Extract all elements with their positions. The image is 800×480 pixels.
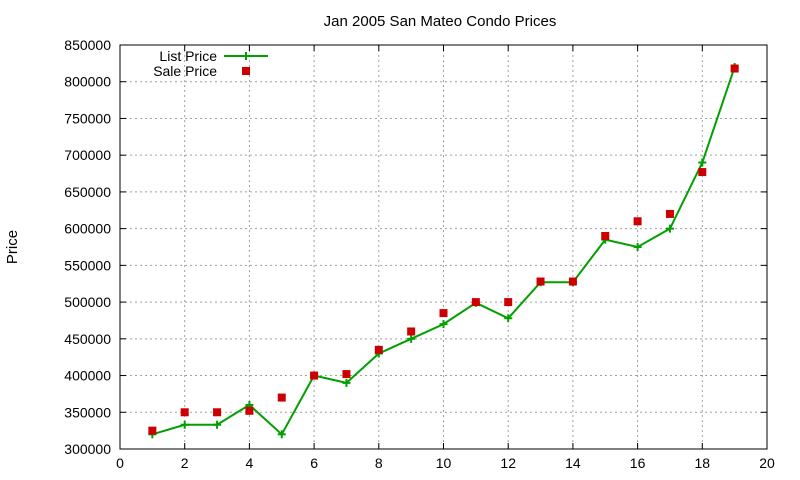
- sale-price-point: [471, 298, 480, 307]
- sale-price-point: [504, 298, 513, 307]
- series-1: [148, 64, 739, 435]
- x-tick-label: 12: [500, 455, 516, 471]
- x-tick-label: 18: [695, 455, 711, 471]
- sale-price-point: [407, 327, 416, 336]
- sale-price-point: [665, 209, 674, 218]
- sale-price-point: [439, 309, 448, 318]
- sale-price-point: [568, 277, 577, 286]
- y-tick-label: 500000: [64, 294, 111, 310]
- list-price-point: [407, 334, 416, 343]
- list-price-point: [180, 420, 189, 429]
- x-tick-label: 14: [565, 455, 581, 471]
- sale-price-point: [342, 370, 351, 379]
- sale-price-point: [730, 64, 739, 73]
- y-tick-label: 850000: [64, 37, 111, 53]
- sale-price-point: [633, 217, 642, 226]
- y-tick-label: 300000: [64, 441, 111, 457]
- sale-price-point: [245, 406, 254, 415]
- chart-title: Jan 2005 San Mateo Condo Prices: [324, 13, 557, 30]
- list-price-point: [342, 378, 351, 387]
- x-tick-label: 2: [181, 455, 189, 471]
- sale-price-point: [601, 231, 610, 240]
- series: [148, 63, 739, 439]
- x-tick-label: 6: [310, 455, 318, 471]
- list-price-point: [439, 320, 448, 329]
- list-price-point: [698, 158, 707, 167]
- sale-price-point: [310, 371, 319, 380]
- sale-price-point: [180, 408, 189, 417]
- list-price-point: [665, 224, 674, 233]
- list-price-point: [504, 314, 513, 323]
- y-tick-label: 700000: [64, 147, 111, 163]
- grid: [120, 45, 767, 449]
- x-tick-label: 10: [436, 455, 452, 471]
- x-tick-label: 20: [759, 455, 775, 471]
- x-tick-label: 4: [246, 455, 254, 471]
- legend-label: List Price: [159, 48, 217, 64]
- x-tick-label: 16: [630, 455, 646, 471]
- y-tick-label: 600000: [64, 221, 111, 237]
- legend-square-marker: [242, 67, 250, 75]
- list-price-point: [213, 420, 222, 429]
- sale-price-point: [698, 168, 707, 177]
- axis-ticks: 0 2 4 6 8 10 12 14 16 18 20 300000 350000 400000 45000…: [64, 37, 775, 471]
- sale-price-point: [213, 408, 222, 417]
- y-axis-label: Price: [4, 230, 21, 264]
- y-tick-label: 550000: [64, 257, 111, 273]
- legend-label: Sale Price: [153, 63, 217, 79]
- sale-price-point: [277, 393, 286, 402]
- sale-price-point: [148, 426, 157, 435]
- x-tick-label: 8: [375, 455, 383, 471]
- list-price-point: [277, 430, 286, 439]
- sale-price-point: [374, 345, 383, 354]
- y-tick-label: 350000: [64, 404, 111, 420]
- y-tick-label: 750000: [64, 110, 111, 126]
- list-price-point: [633, 243, 642, 251]
- sale-price-point: [536, 277, 545, 286]
- x-tick-label: 0: [116, 455, 124, 471]
- y-tick-label: 450000: [64, 331, 111, 347]
- y-tick-label: 800000: [64, 74, 111, 90]
- y-tick-label: 400000: [64, 368, 111, 384]
- y-tick-label: 650000: [64, 184, 111, 200]
- legend-plus-marker: [242, 52, 250, 60]
